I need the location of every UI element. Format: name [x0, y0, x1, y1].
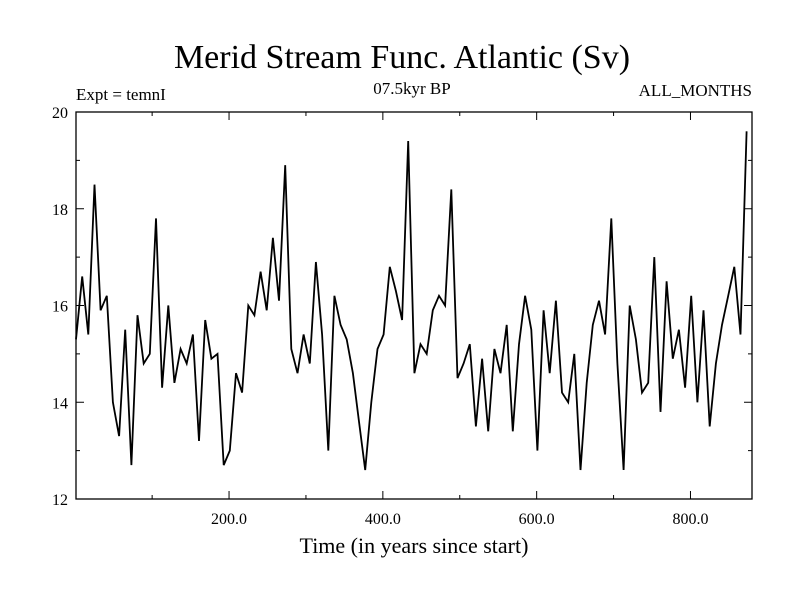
y-tick-label: 18: [52, 202, 68, 219]
y-tick-label: 20: [52, 105, 68, 122]
series-layer: [75, 131, 748, 471]
y-tick-label: 12: [52, 492, 68, 509]
series-line: [75, 131, 748, 471]
months-label: ALL_MONTHS: [639, 81, 752, 100]
y-tick-label: 16: [52, 299, 68, 316]
x-tick-label: 400.0: [365, 511, 401, 528]
y-tick-label: 14: [52, 395, 68, 412]
chart-title: Merid Stream Func. Atlantic (Sv): [174, 39, 630, 76]
experiment-label: Expt = temnI: [76, 85, 166, 104]
x-axis-label: Time (in years since start): [300, 533, 529, 558]
x-tick-label: 200.0: [211, 511, 247, 528]
x-tick-label: 800.0: [672, 511, 708, 528]
plot-frame: [75, 111, 753, 500]
x-axis: 200.0 400.0 600.0 800.0: [151, 112, 708, 528]
period-label: 07.5kyr BP: [373, 79, 450, 98]
x-tick-label: 600.0: [519, 511, 555, 528]
